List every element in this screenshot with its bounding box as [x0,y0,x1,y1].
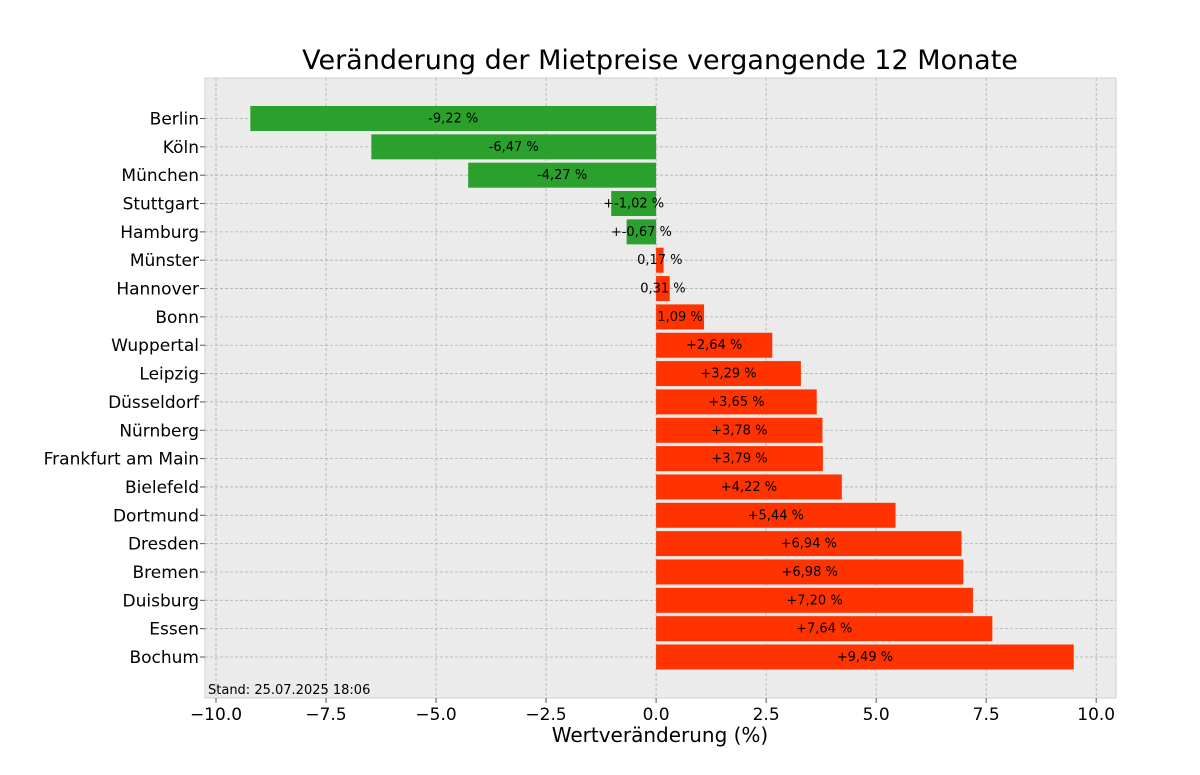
bar-value-label: +-0,67 % [611,225,672,240]
y-tick-label: Frankfurt am Main [44,450,199,470]
bar [656,276,670,302]
y-tick-label: Nürnberg [119,421,199,441]
y-tick-label: Hamburg [120,223,199,243]
y-tick-label: München [121,166,199,186]
bar-value-label: +2,64 % [686,338,742,353]
x-tick-label: −2.5 [525,705,566,725]
bar [656,531,962,557]
bar-value-label: +4,22 % [721,480,777,495]
y-tick-label: Dortmund [113,506,199,526]
bar [656,389,817,415]
bar-value-label: +3,65 % [708,395,764,410]
bar-value-label: +9,49 % [837,650,893,665]
y-tick-label: Essen [149,620,199,640]
bar [626,219,657,245]
bar [656,304,705,330]
x-tick-label: 0.0 [643,705,670,725]
bar-value-label: +7,20 % [786,593,842,608]
bar-value-label: -9,22 % [428,112,478,127]
y-tick-label: Stuttgart [123,195,200,215]
bar-value-label: +-1,02 % [603,197,664,212]
y-tick-label: Wuppertal [111,336,199,356]
bar [656,332,773,358]
bar-value-label: -6,47 % [489,140,539,155]
y-tick-label: Köln [163,138,199,158]
bar-value-label: 0,31 % [640,282,685,297]
y-tick-label: Dresden [128,535,199,555]
y-tick-label: Leipzig [139,365,199,385]
footnote-timestamp: Stand: 25.07.2025 18:06 [208,683,370,698]
x-tick-label: 2.5 [753,705,780,725]
bar-value-label: +6,98 % [782,565,838,580]
bar [468,162,657,188]
bar [656,247,664,273]
bar-value-label: +3,78 % [711,423,767,438]
y-tick-label: Münster [130,251,199,271]
y-tick-label: Bremen [132,563,199,583]
x-tick-label: 10.0 [1077,705,1115,725]
y-tick-label: Düsseldorf [108,393,200,413]
bar-value-label: +6,94 % [781,537,837,552]
bar-value-label: +5,44 % [748,508,804,523]
bar [250,106,657,131]
bar [656,417,823,443]
bar-value-label: 0,17 % [637,253,682,268]
bar [656,644,1074,670]
bar-value-label: +3,79 % [711,452,767,467]
y-tick-label: Bonn [155,308,199,328]
x-axis-label: Wertveränderung (%) [552,723,769,747]
bar [656,361,801,387]
y-tick-label: Bielefeld [125,478,199,498]
x-tick-label: 7.5 [973,705,1000,725]
bar [656,559,964,585]
y-tick-label: Hannover [116,280,199,300]
chart-title: Veränderung der Mietpreise vergangende 1… [302,45,1018,76]
bar [656,474,842,500]
x-tick-label: −5.0 [415,705,456,725]
bar [656,446,823,472]
y-tick-label: Duisburg [123,591,200,611]
bar-value-label: +3,29 % [700,367,756,382]
bar [656,587,973,613]
bar [611,191,657,217]
y-tick-label: Bochum [129,648,199,668]
bar-value-label: +7,64 % [796,622,852,637]
y-tick-label: Berlin [150,110,199,130]
x-tick-label: −10.0 [190,705,242,725]
bar-value-label: 1,09 % [657,310,702,325]
bar [371,134,657,160]
bar-value-label: -4,27 % [537,168,587,183]
x-tick-label: −7.5 [305,705,346,725]
bar [656,616,993,642]
bar [656,502,896,528]
x-tick-label: 5.0 [863,705,890,725]
